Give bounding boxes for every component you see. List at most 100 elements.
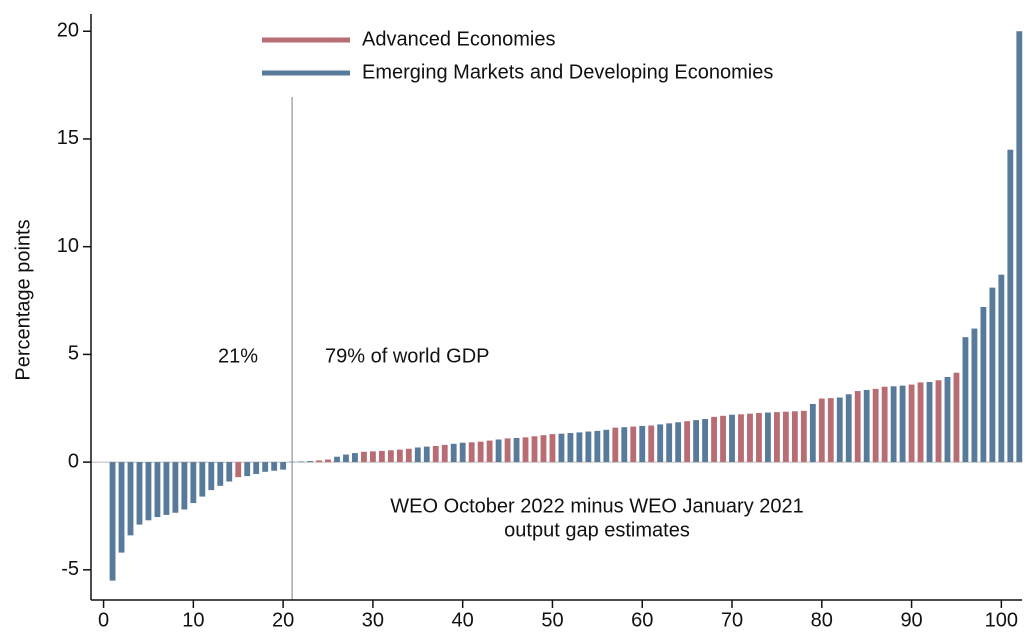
bar <box>154 462 161 518</box>
x-tick-label: 30 <box>362 609 384 631</box>
bar <box>181 462 188 510</box>
bar <box>190 462 197 504</box>
bar <box>908 384 915 463</box>
x-tick-label: 60 <box>631 609 653 631</box>
x-tick-label: 40 <box>452 609 474 631</box>
x-tick-label: 70 <box>721 609 743 631</box>
bar <box>818 398 825 463</box>
bar <box>540 435 547 463</box>
bar <box>800 410 807 463</box>
bar <box>253 462 260 474</box>
bar <box>513 437 520 463</box>
annotation: 21% <box>218 345 258 367</box>
bar <box>863 389 870 463</box>
bar <box>109 462 116 581</box>
bar <box>899 385 906 463</box>
bar <box>459 442 466 463</box>
bar <box>531 436 538 463</box>
x-tick-label: 90 <box>900 609 922 631</box>
bar <box>935 380 942 463</box>
bar <box>136 462 143 525</box>
bar <box>414 447 421 463</box>
bar <box>648 425 655 463</box>
bar <box>423 446 430 463</box>
bar <box>827 398 834 463</box>
bar <box>953 372 960 463</box>
bar <box>684 421 691 463</box>
y-axis-label: Percentage points <box>12 219 34 380</box>
bar <box>199 462 206 497</box>
bar <box>890 386 897 463</box>
annotation: output gap estimates <box>504 519 690 541</box>
y-tick-label: 15 <box>57 127 79 149</box>
x-tick-label: 0 <box>98 609 109 631</box>
y-tick-label: 20 <box>57 20 79 42</box>
bar <box>244 462 251 477</box>
bar <box>720 415 726 463</box>
bar <box>145 462 152 521</box>
bar <box>361 451 367 463</box>
bar <box>298 461 304 463</box>
bar <box>504 438 511 463</box>
x-tick-label: 20 <box>272 609 294 631</box>
bar <box>944 377 951 463</box>
bar <box>226 462 233 482</box>
y-tick-label: 0 <box>68 450 79 472</box>
bar <box>325 459 331 463</box>
bar <box>971 328 978 463</box>
bar <box>432 445 439 463</box>
bar <box>307 461 313 463</box>
bar <box>1016 31 1023 463</box>
bar <box>450 443 457 463</box>
bar <box>522 437 529 463</box>
bar <box>702 419 709 463</box>
x-tick-label: 80 <box>811 609 833 631</box>
annotation: WEO October 2022 minus WEO January 2021 <box>390 495 804 517</box>
bar <box>630 426 637 463</box>
bar <box>666 423 673 463</box>
bar <box>235 462 242 478</box>
bar <box>675 422 682 463</box>
bar <box>280 462 287 470</box>
y-tick-label: 5 <box>68 343 79 365</box>
bar <box>693 420 700 463</box>
bar <box>127 462 134 536</box>
bar <box>621 427 628 463</box>
bar <box>576 432 583 463</box>
bar <box>1007 149 1014 463</box>
bar <box>989 287 996 463</box>
bar <box>163 462 170 515</box>
bar <box>343 454 349 463</box>
bar <box>603 429 610 463</box>
bar <box>872 388 879 463</box>
bar <box>917 382 924 463</box>
legend-label: Emerging Markets and Developing Economie… <box>362 61 773 83</box>
x-tick-label: 100 <box>985 609 1018 631</box>
bar <box>217 462 224 486</box>
bar <box>118 462 125 553</box>
bar <box>612 427 619 463</box>
bar <box>836 397 843 463</box>
bar <box>594 430 601 463</box>
bar <box>782 411 789 463</box>
bar <box>378 450 385 463</box>
bar <box>477 441 484 463</box>
bar <box>468 442 475 463</box>
annotation: 79% of world GDP <box>325 345 490 367</box>
bar <box>495 439 502 463</box>
bar <box>791 411 798 463</box>
bar <box>585 431 592 463</box>
bar <box>926 381 933 463</box>
bar <box>773 412 780 463</box>
bar <box>208 462 215 491</box>
bar <box>334 456 340 463</box>
bar <box>549 434 556 463</box>
bar <box>854 391 861 463</box>
bar <box>809 403 816 463</box>
bar <box>711 416 717 463</box>
bar <box>747 413 753 463</box>
bar <box>998 274 1005 463</box>
bar <box>486 440 493 463</box>
bar <box>881 386 888 463</box>
